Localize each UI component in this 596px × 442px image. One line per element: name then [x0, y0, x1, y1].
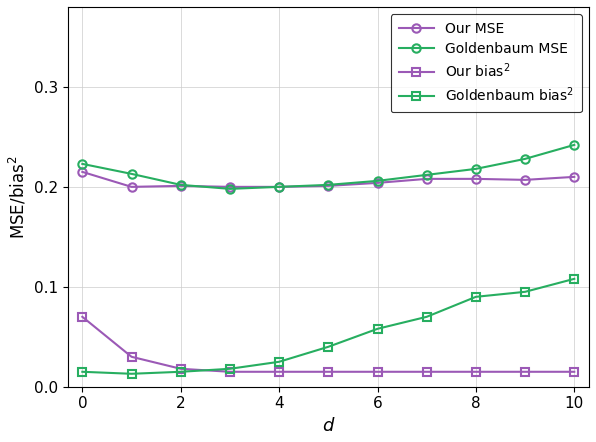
Our bias$^2$: [522, 369, 529, 374]
Goldenbaum bias$^2$: [226, 366, 234, 371]
Goldenbaum bias$^2$: [423, 314, 430, 320]
Our bias$^2$: [472, 369, 479, 374]
Our MSE: [177, 183, 184, 189]
Our MSE: [325, 183, 332, 189]
Our MSE: [472, 176, 479, 182]
Our bias$^2$: [423, 369, 430, 374]
Goldenbaum MSE: [177, 182, 184, 187]
Y-axis label: MSE/bias$^2$: MSE/bias$^2$: [7, 155, 28, 239]
Goldenbaum bias$^2$: [472, 294, 479, 300]
Goldenbaum MSE: [374, 178, 381, 183]
Goldenbaum bias$^2$: [79, 369, 86, 374]
Goldenbaum MSE: [275, 184, 283, 190]
Our MSE: [275, 184, 283, 190]
Goldenbaum bias$^2$: [571, 276, 578, 282]
Legend: Our MSE, Goldenbaum MSE, Our bias$^2$, Goldenbaum bias$^2$: Our MSE, Goldenbaum MSE, Our bias$^2$, G…: [390, 14, 582, 112]
Our bias$^2$: [79, 314, 86, 320]
Goldenbaum MSE: [571, 142, 578, 148]
Goldenbaum MSE: [325, 182, 332, 187]
Goldenbaum bias$^2$: [522, 289, 529, 294]
Our bias$^2$: [177, 366, 184, 371]
Goldenbaum bias$^2$: [275, 359, 283, 365]
Goldenbaum MSE: [522, 156, 529, 161]
Our MSE: [79, 169, 86, 175]
Our MSE: [423, 176, 430, 182]
Our bias$^2$: [128, 354, 135, 359]
Goldenbaum MSE: [226, 186, 234, 191]
Our bias$^2$: [226, 369, 234, 374]
Goldenbaum MSE: [423, 172, 430, 178]
Line: Goldenbaum bias$^2$: Goldenbaum bias$^2$: [78, 274, 579, 378]
Goldenbaum bias$^2$: [177, 369, 184, 374]
Our MSE: [374, 180, 381, 186]
Our MSE: [128, 184, 135, 190]
X-axis label: d: d: [322, 417, 334, 435]
Goldenbaum MSE: [472, 166, 479, 171]
Our MSE: [571, 174, 578, 179]
Goldenbaum MSE: [79, 161, 86, 167]
Goldenbaum MSE: [128, 171, 135, 176]
Goldenbaum bias$^2$: [128, 371, 135, 377]
Our bias$^2$: [275, 369, 283, 374]
Our MSE: [226, 184, 234, 190]
Line: Our bias$^2$: Our bias$^2$: [78, 312, 579, 376]
Our MSE: [522, 177, 529, 183]
Line: Goldenbaum MSE: Goldenbaum MSE: [78, 141, 579, 193]
Goldenbaum bias$^2$: [374, 326, 381, 332]
Our bias$^2$: [571, 369, 578, 374]
Our bias$^2$: [325, 369, 332, 374]
Goldenbaum bias$^2$: [325, 344, 332, 350]
Our bias$^2$: [374, 369, 381, 374]
Line: Our MSE: Our MSE: [78, 168, 579, 191]
